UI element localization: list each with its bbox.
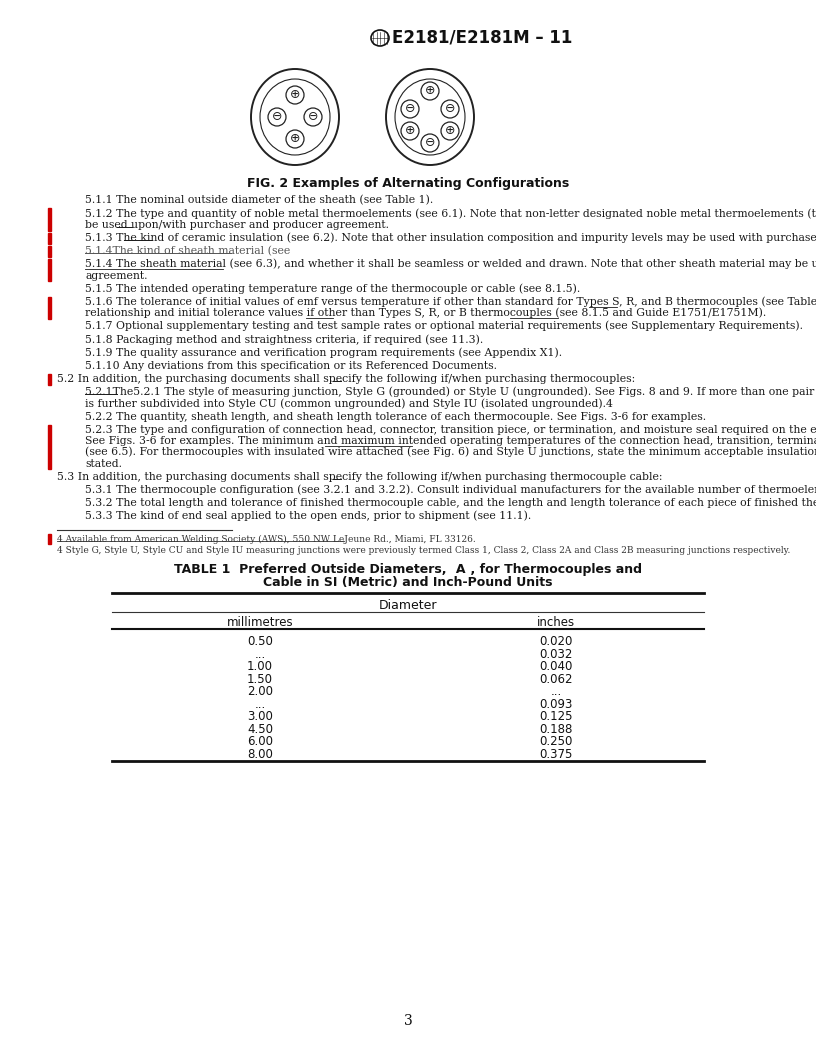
Bar [48, 246, 51, 257]
Text: 5.2.3 The type and configuration of connection head, connector, transition piece: 5.2.3 The type and configuration of conn… [85, 425, 816, 435]
Text: 5.1.2 The type and quantity of noble metal thermoelements (see 6.1). Note that n: 5.1.2 The type and quantity of noble met… [85, 208, 816, 219]
Text: 1.50: 1.50 [247, 673, 273, 685]
Text: 5.2 In addition, the purchasing documents shall specify the following if/when pu: 5.2 In addition, the purchasing document… [57, 374, 635, 384]
Text: 5.1.4 The sheath material (see 6.3), and whether it shall be seamless or welded : 5.1.4 The sheath material (see 6.3), and… [85, 259, 816, 269]
Text: 5.2.1The5.2.1 The style of measuring junction, Style G (grounded) or Style U (un: 5.2.1The5.2.1 The style of measuring jun… [85, 386, 816, 397]
Text: 5.3.3 The kind of end seal applied to the open ends, prior to shipment (see 11.1: 5.3.3 The kind of end seal applied to th… [85, 511, 531, 522]
Text: ⊖: ⊖ [308, 111, 318, 124]
Text: 5.1.9 The quality assurance and verification program requirements (see Appendix : 5.1.9 The quality assurance and verifica… [85, 347, 562, 358]
Text: stated.: stated. [85, 458, 122, 469]
Text: 5.1.10 Any deviations from this specification or its Referenced Documents.: 5.1.10 Any deviations from this specific… [85, 361, 497, 371]
Text: 0.188: 0.188 [539, 722, 573, 736]
Text: 5.3.1 The thermocouple configuration (see 3.2.1 and 3.2.2). Consult individual m: 5.3.1 The thermocouple configuration (se… [85, 485, 816, 495]
Bar [48, 259, 51, 281]
Bar [48, 374, 51, 385]
Text: E2181/E2181M – 11: E2181/E2181M – 11 [392, 29, 572, 48]
Text: ...: ... [550, 685, 561, 698]
Text: ⊖: ⊖ [405, 102, 415, 115]
Text: 5.2.2 The quantity, sheath length, and sheath length tolerance of each thermocou: 5.2.2 The quantity, sheath length, and s… [85, 412, 706, 421]
Text: 0.125: 0.125 [539, 711, 573, 723]
Text: 1.00: 1.00 [247, 660, 273, 673]
Text: 3: 3 [404, 1014, 412, 1027]
Text: ⊕: ⊕ [425, 84, 435, 97]
Text: 5.1.8 Packaging method and straightness criteria, if required (see 11.3).: 5.1.8 Packaging method and straightness … [85, 334, 483, 344]
Text: Diameter: Diameter [379, 599, 437, 612]
Text: 0.020: 0.020 [539, 636, 573, 648]
Text: 0.093: 0.093 [539, 698, 573, 711]
Text: ⊖: ⊖ [272, 111, 282, 124]
Text: ⊕: ⊕ [405, 125, 415, 137]
Text: millimetres: millimetres [227, 617, 293, 629]
Bar [48, 534, 51, 544]
Text: 0.250: 0.250 [539, 735, 573, 749]
Text: (see 6.5). For thermocouples with insulated wire attached (see Fig. 6) and Style: (see 6.5). For thermocouples with insula… [85, 447, 816, 457]
Text: 4 Style G, Style U, Style CU and Style IU measuring junctions were previously te: 4 Style G, Style U, Style CU and Style I… [57, 546, 791, 555]
Text: 2.00: 2.00 [247, 685, 273, 698]
Text: agreement.: agreement. [85, 270, 148, 281]
Text: relationship and initial tolerance values if other than Types S, R, or B thermoc: relationship and initial tolerance value… [85, 307, 766, 318]
Text: is further subdivided into Style CU (common ungrounded) and Style IU (isolated u: is further subdivided into Style CU (com… [85, 398, 613, 409]
Text: ...: ... [255, 698, 266, 711]
Text: 5.1.7 Optional supplementary testing and test sample rates or optional material : 5.1.7 Optional supplementary testing and… [85, 321, 803, 332]
Text: 5.1.5 The intended operating temperature range of the thermocouple or cable (see: 5.1.5 The intended operating temperature… [85, 283, 580, 294]
Text: ⊕: ⊕ [290, 132, 300, 146]
Text: 5.1.1 The nominal outside diameter of the sheath (see Table 1).: 5.1.1 The nominal outside diameter of th… [85, 195, 433, 206]
Text: 0.062: 0.062 [539, 673, 573, 685]
Text: 5.1.3 The kind of ceramic insulation (see 6.2). Note that other insulation compo: 5.1.3 The kind of ceramic insulation (se… [85, 232, 816, 243]
Text: ⊕: ⊕ [290, 89, 300, 101]
Text: TABLE 1  Preferred Outside Diameters,   A  , for Thermocouples and: TABLE 1 Preferred Outside Diameters, A ,… [174, 563, 642, 577]
Text: ⊖: ⊖ [445, 102, 455, 115]
Text: 5.1.4The kind of sheath material (see: 5.1.4The kind of sheath material (see [85, 246, 290, 257]
Text: be used upon/with purchaser and producer agreement.: be used upon/with purchaser and producer… [85, 220, 389, 230]
Text: 6.00: 6.00 [247, 735, 273, 749]
Text: Cable in SI (Metric) and Inch-Pound Units: Cable in SI (Metric) and Inch-Pound Unit… [264, 577, 552, 589]
Text: ...: ... [255, 647, 266, 661]
Text: 5.3.2 The total length and tolerance of finished thermocouple cable, and the len: 5.3.2 The total length and tolerance of … [85, 498, 816, 508]
Text: 4 Available from American Welding Society (AWS), 550 NW LeJeune Rd., Miami, FL 3: 4 Available from American Welding Societ… [57, 535, 476, 544]
Text: 5.1.6 The tolerance of initial values of emf versus temperature if other than st: 5.1.6 The tolerance of initial values of… [85, 297, 816, 307]
Text: ⊖: ⊖ [425, 136, 435, 150]
Text: ⊕: ⊕ [445, 125, 455, 137]
Text: 0.040: 0.040 [539, 660, 573, 673]
Text: 5.3 In addition, the purchasing documents shall specify the following if/when pu: 5.3 In addition, the purchasing document… [57, 472, 663, 482]
Text: 0.375: 0.375 [539, 748, 573, 760]
Bar [48, 232, 51, 244]
Text: See Figs. 3-6 for examples. The minimum and maximum intended operating temperatu: See Figs. 3-6 for examples. The minimum … [85, 436, 816, 447]
Text: inches: inches [537, 617, 575, 629]
Text: 4.50: 4.50 [247, 722, 273, 736]
Text: 3.00: 3.00 [247, 711, 273, 723]
Text: FIG. 2 Examples of Alternating Configurations: FIG. 2 Examples of Alternating Configura… [247, 177, 569, 190]
Text: 8.00: 8.00 [247, 748, 273, 760]
Text: 0.50: 0.50 [247, 636, 273, 648]
Bar [48, 297, 51, 319]
Text: 0.032: 0.032 [539, 647, 573, 661]
Bar [48, 208, 51, 230]
Bar [48, 425, 51, 470]
